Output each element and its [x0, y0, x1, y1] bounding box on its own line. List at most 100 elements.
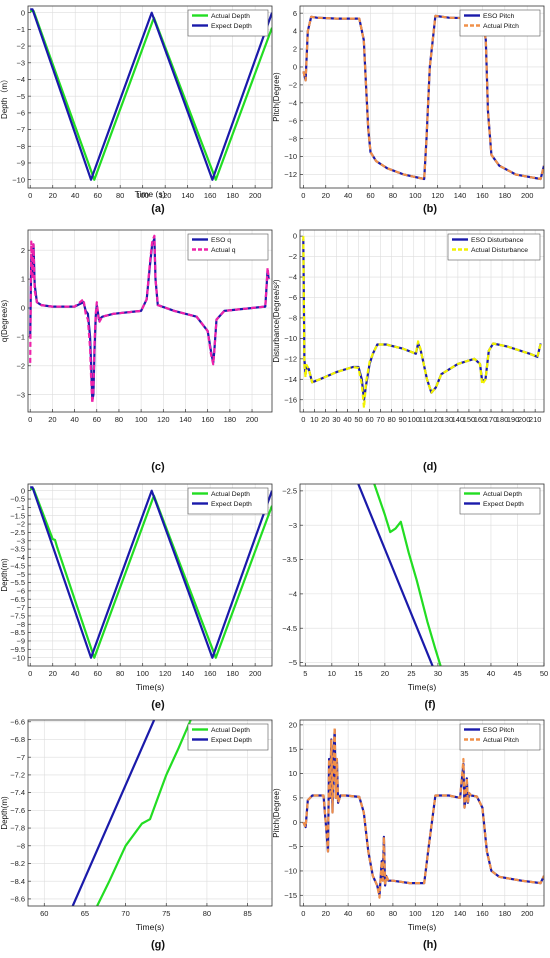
legend: ESO Pitch Actual Pitch — [459, 723, 541, 751]
chart-panel-a: 0 20 40 60 80 100 120 140 160 180 200 0 −1 −2 −3 −4 −5 −6… — [0, 5, 273, 215]
legend: ESO q Actual q — [187, 233, 269, 261]
y-tick-label: −1 — [16, 25, 25, 34]
y-tick-label: −7.8 — [10, 824, 25, 833]
series-line-yellow — [302, 236, 542, 409]
legend-label: ESO Pitch — [483, 13, 515, 20]
y-tick-label: −10 — [284, 334, 297, 343]
y-tick-label: −7 — [16, 125, 25, 134]
y-tick-label: −1 — [16, 503, 25, 512]
legend-label: Expect Depth — [211, 737, 252, 744]
y-tick-label: −2 — [16, 361, 25, 370]
x-tick-label: 20 — [49, 191, 57, 200]
x-tick-label: 200 — [521, 909, 534, 918]
y-axis-label: Depth(m) — [0, 558, 9, 592]
series-line-orange — [302, 14, 544, 181]
plot-area — [300, 720, 544, 906]
x-tick-label: 180 — [499, 909, 512, 918]
legend-label: ESO Pitch — [483, 727, 515, 734]
x-tick-label: 210 — [529, 415, 542, 424]
x-tick-label: 100 — [409, 909, 422, 918]
y-tick-label: −6.5 — [10, 595, 25, 604]
x-tick-label: 190 — [507, 415, 520, 424]
y-tick-label: 1 — [21, 275, 25, 284]
y-tick-label: −7 — [16, 603, 25, 612]
y-tick-label: −15 — [284, 891, 297, 900]
x-tick-label: 20 — [381, 669, 389, 678]
x-tick-label: 60 — [366, 191, 374, 200]
x-tick-label: 160 — [204, 669, 217, 678]
x-tick-label: 160 — [476, 909, 489, 918]
series-line-blue — [30, 486, 272, 659]
x-tick-label: 40 — [343, 415, 351, 424]
x-tick-label: 45 — [513, 669, 521, 678]
x-tick-label: 200 — [246, 415, 259, 424]
legend-box — [459, 487, 541, 515]
y-axis-label: Pitch(Degree) — [272, 72, 281, 122]
x-tick-label: 60 — [40, 909, 48, 918]
legend: ESO Disturbance Actual Disturbance — [447, 233, 541, 261]
y-tick-label: −2 — [288, 80, 297, 89]
x-tick-label: 170 — [485, 415, 498, 424]
y-tick-label: −6 — [288, 116, 297, 125]
y-tick-label: −9 — [16, 637, 25, 646]
legend-label: Actual Pitch — [483, 737, 519, 744]
y-tick-label: −4 — [16, 553, 25, 562]
x-tick-label: 200 — [518, 415, 531, 424]
panel-label: (c) — [151, 461, 165, 473]
legend-label: Expect Depth — [483, 501, 524, 508]
x-tick-label: 0 — [28, 191, 32, 200]
legend-label: Actual q — [211, 247, 236, 254]
y-tick-label: −12 — [284, 354, 297, 363]
x-tick-label: 80 — [203, 909, 211, 918]
y-tick-label: −8 — [16, 142, 25, 151]
x-tick-label: 5 — [303, 669, 307, 678]
legend-label: ESO Disturbance — [471, 237, 524, 244]
x-tick-label: 180 — [499, 191, 512, 200]
y-tick-label: 0 — [293, 63, 297, 72]
legend-label: ESO q — [211, 237, 231, 244]
x-tick-label: 100 — [136, 669, 149, 678]
y-tick-label: −7.2 — [10, 771, 25, 780]
x-tick-label: 200 — [249, 669, 262, 678]
x-tick-label: 180 — [226, 669, 239, 678]
y-tick-label: −1 — [16, 332, 25, 341]
x-tick-label: 90 — [399, 415, 407, 424]
x-tick-label: 70 — [121, 909, 129, 918]
x-axis-label: Time(s) — [136, 682, 165, 692]
x-tick-label: 120 — [159, 669, 172, 678]
y-tick-label: −7.5 — [10, 612, 25, 621]
legend-label: Actual Depth — [211, 491, 250, 498]
y-tick-label: −7.6 — [10, 806, 25, 815]
y-axis-label: Depth(m) — [0, 796, 9, 830]
panel-label: (a) — [151, 203, 165, 215]
y-tick-label: −8 — [288, 134, 297, 143]
x-tick-label: 60 — [366, 909, 374, 918]
y-axis-label: q(Degree/s) — [0, 300, 9, 343]
y-tick-label: −4 — [16, 75, 25, 84]
x-tick-label: 80 — [387, 415, 395, 424]
x-tick-label: 30 — [434, 669, 442, 678]
series-line-magenta — [29, 234, 270, 405]
x-tick-label: 65 — [81, 909, 89, 918]
x-tick-label: 120 — [431, 909, 444, 918]
legend-label: Actual Depth — [483, 491, 522, 498]
y-tick-label: −2 — [16, 42, 25, 51]
y-tick-label: −2 — [16, 520, 25, 529]
legend-label: Expect Depth — [211, 23, 252, 30]
chart-panel-h: 0 20 40 60 80 100 120 140 160 180 200 20 15 10 5 0 −5 −10… — [272, 719, 545, 951]
chart-panel-b: 0 20 40 60 80 100 120 140 160 180 2006420−2−4−6−8−… — [272, 5, 545, 215]
plot-frame — [27, 483, 273, 667]
x-axis-label: Time (s) — [135, 189, 166, 199]
x-tick-label: 80 — [116, 191, 124, 200]
y-tick-label: −3.5 — [282, 555, 297, 564]
chart-panel-f: 5 10 15 20 25 30 35 40 45 50 −2.5 −3 −3.5 −4 −4.5 −5 Act… — [282, 483, 548, 711]
y-tick-label: −3 — [16, 58, 25, 67]
plot-frame — [299, 719, 545, 907]
y-axis-label: Disturbance(Degree/s²) — [272, 279, 281, 362]
x-tick-label: 160 — [476, 191, 489, 200]
x-tick-label: 0 — [28, 669, 32, 678]
y-tick-label: −10 — [284, 152, 297, 161]
y-tick-label: −7 — [16, 753, 25, 762]
y-tick-label: −4 — [288, 589, 297, 598]
